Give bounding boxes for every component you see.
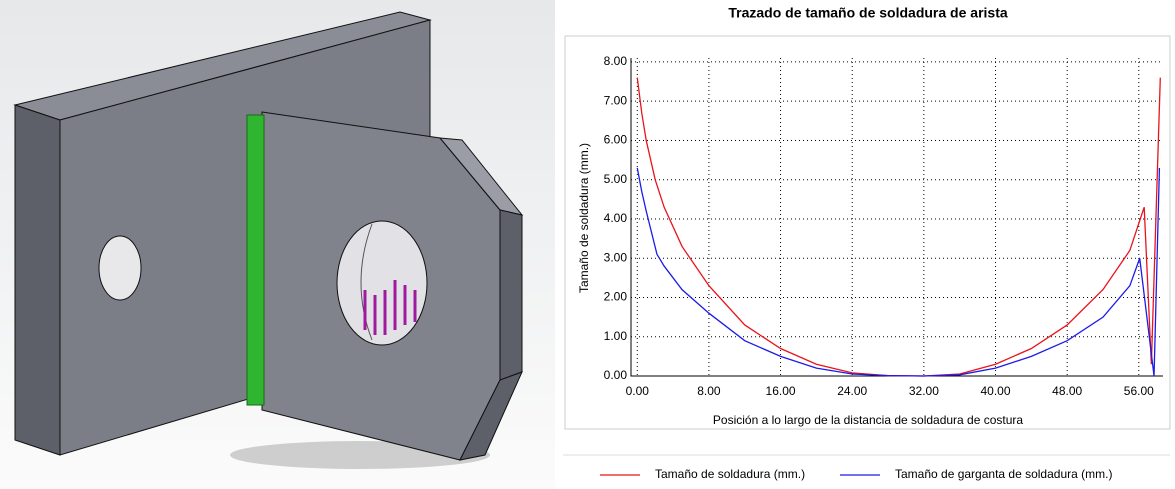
y-tick-label: 5.00: [604, 172, 628, 186]
x-tick-label: 40.00: [981, 384, 1011, 398]
y-tick-label: 6.00: [604, 133, 628, 147]
screen: Trazado de tamaño de soldadura de arista…: [0, 0, 1175, 489]
y-tick-label: 0.00: [604, 368, 628, 382]
y-tick-label: 4.00: [604, 211, 628, 225]
x-tick-label: 56.00: [1124, 384, 1154, 398]
x-axis-label: Posición a lo largo de la distancia de s…: [713, 413, 1024, 427]
chart: Trazado de tamaño de soldadura de arista…: [0, 0, 1175, 489]
chart-title: Trazado de tamaño de soldadura de arista: [728, 5, 1008, 21]
x-tick-label: 48.00: [1052, 384, 1082, 398]
x-tick-label: 32.00: [909, 384, 939, 398]
legend-label: Tamaño de garganta de soldadura (mm.): [895, 467, 1112, 481]
x-tick-label: 24.00: [837, 384, 867, 398]
y-tick-label: 2.00: [604, 290, 628, 304]
model-view: [0, 0, 555, 489]
x-tick-label: 8.00: [697, 384, 721, 398]
y-axis-label: Tamaño de soldadura (mm.): [577, 143, 591, 293]
y-tick-label: 3.00: [604, 250, 628, 264]
y-tick-label: 8.00: [604, 54, 628, 68]
y-tick-label: 7.00: [604, 93, 628, 107]
x-tick-label: 0.00: [626, 384, 650, 398]
x-tick-label: 16.00: [766, 384, 796, 398]
legend-label: Tamaño de soldadura (mm.): [655, 467, 805, 481]
y-tick-label: 1.00: [604, 329, 628, 343]
